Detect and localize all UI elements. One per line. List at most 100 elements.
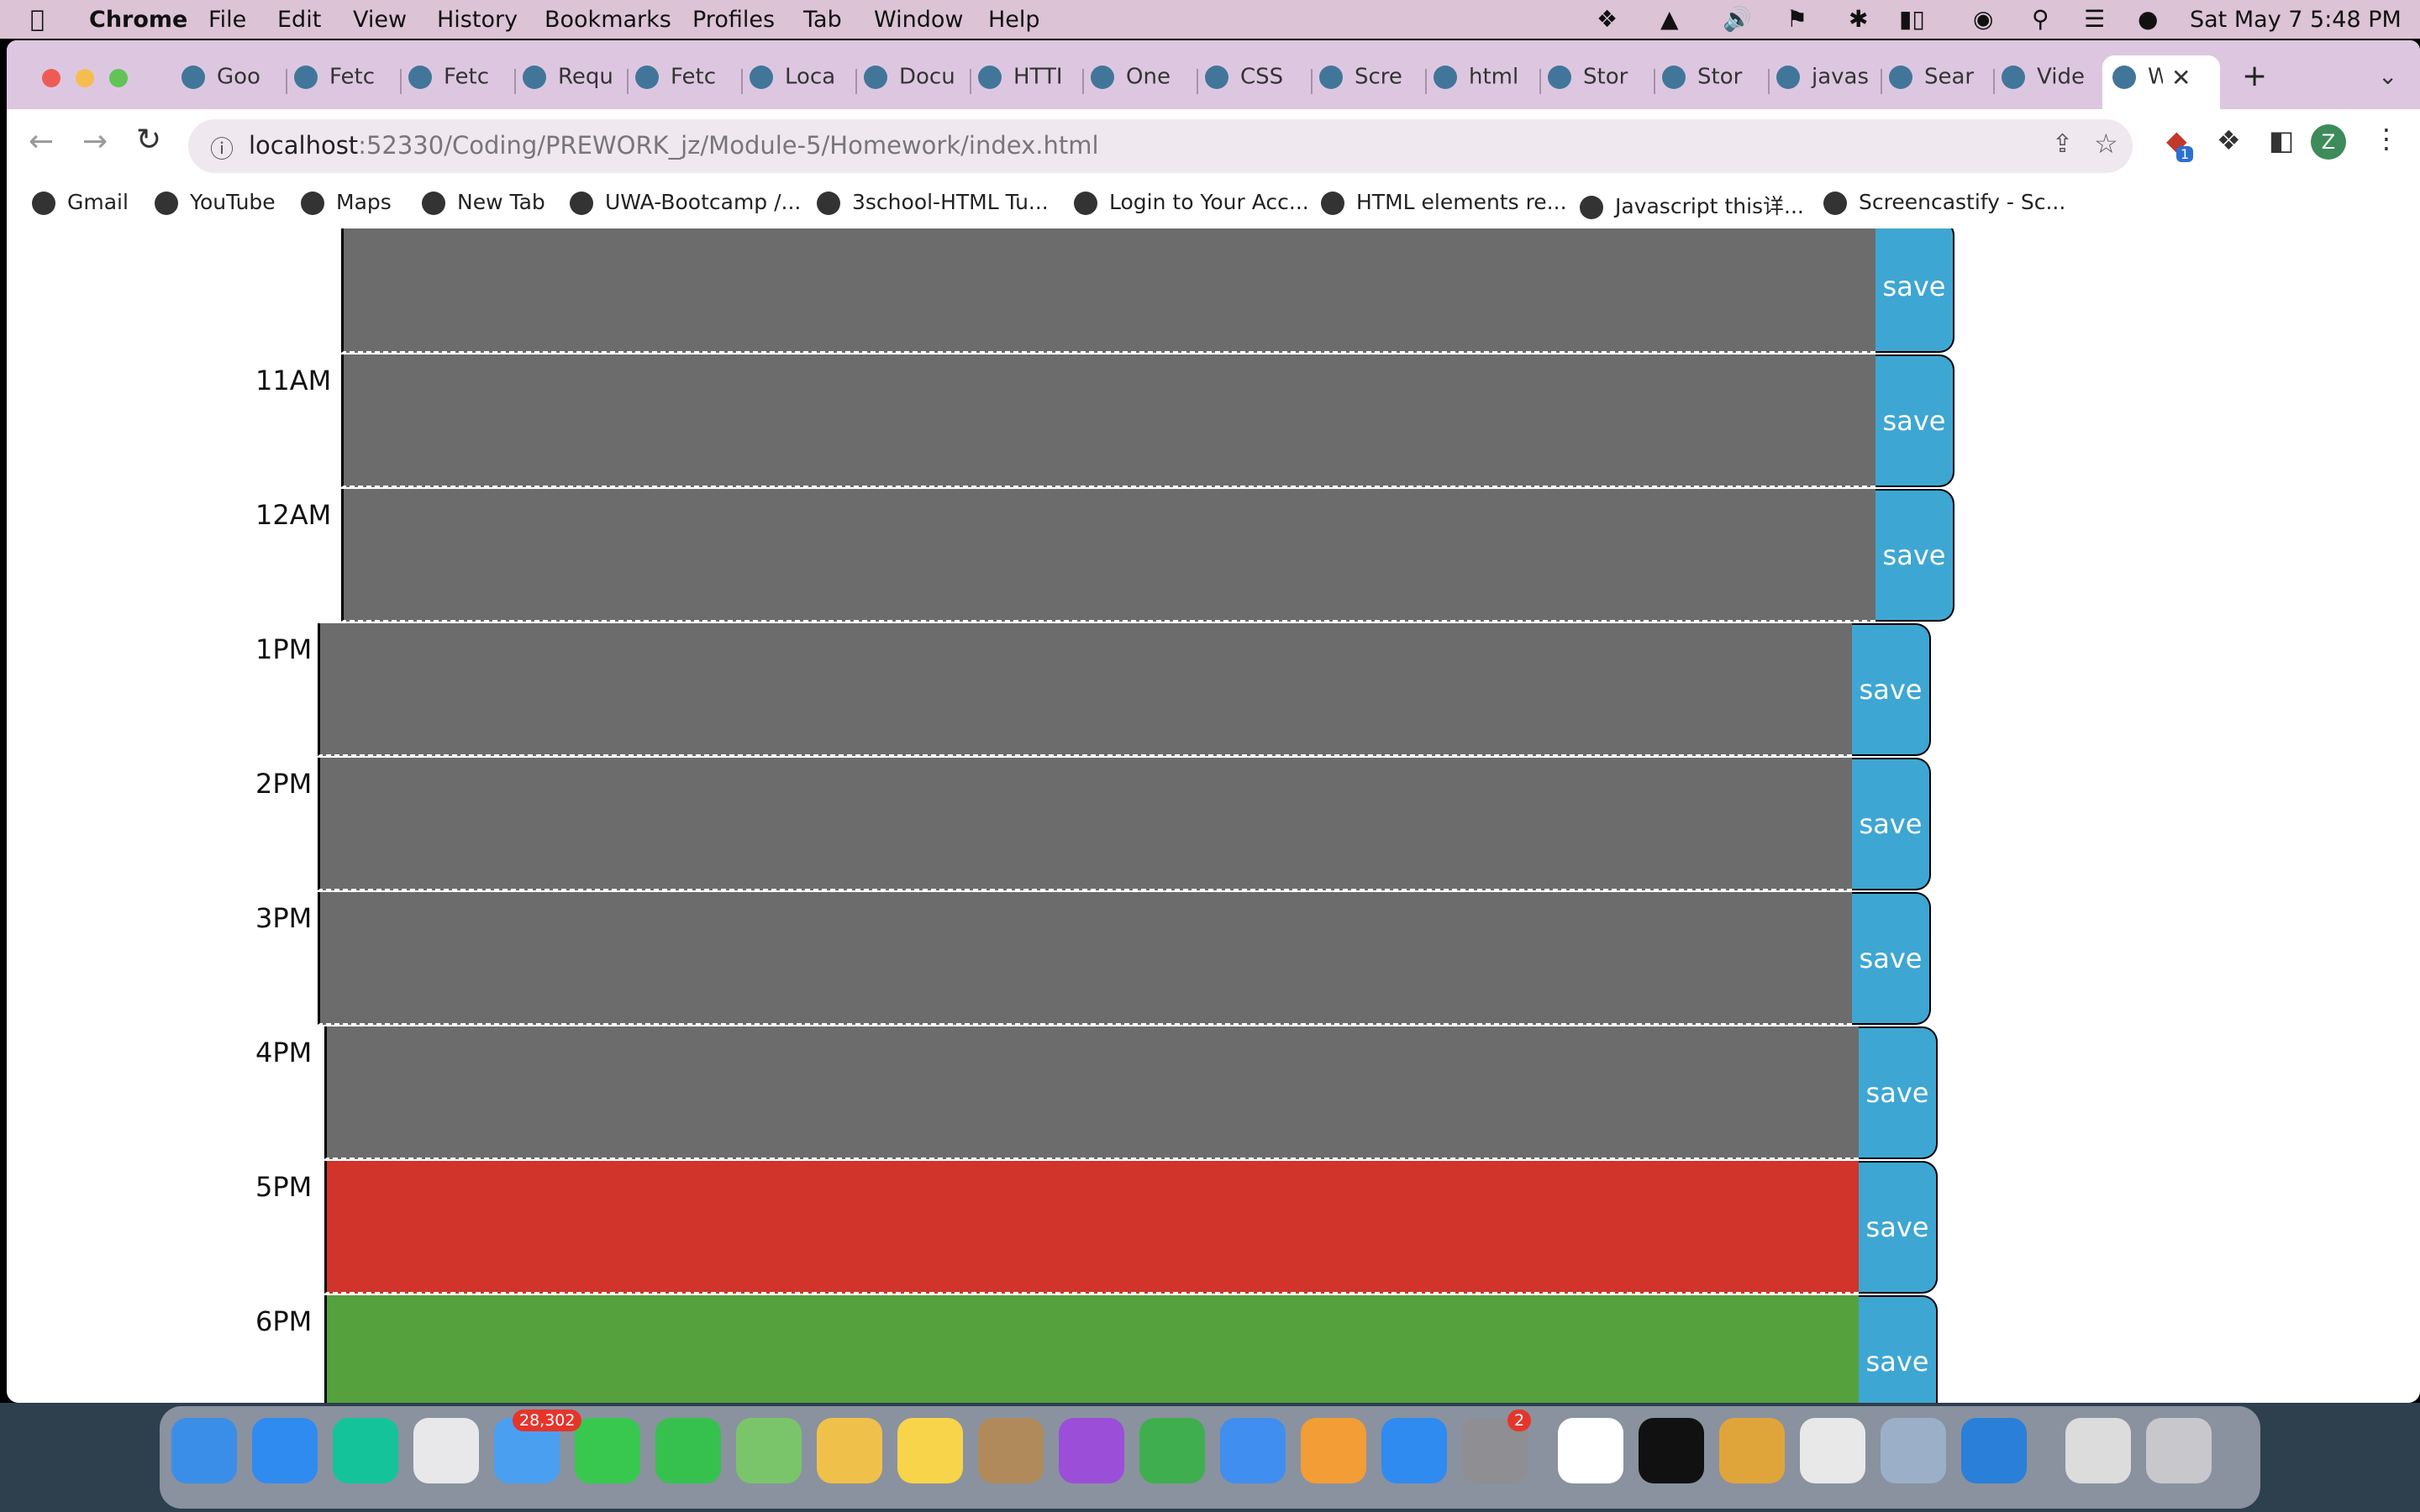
event-textarea[interactable] [341, 489, 1876, 622]
save-button[interactable]: save [1876, 354, 1954, 487]
tab-fetch-1[interactable]: Fetc [294, 64, 393, 97]
wifi-icon[interactable]: ◉ [1973, 5, 1994, 33]
event-textarea[interactable] [324, 1295, 1859, 1403]
input-flag-icon[interactable]: ⚑ [1786, 5, 1808, 33]
menu-history[interactable]: History [437, 7, 518, 33]
close-window-icon[interactable] [42, 69, 60, 87]
save-button[interactable]: save [1852, 892, 1931, 1025]
tab-google-0[interactable]: Goo [182, 64, 281, 97]
tab-fetch-4[interactable]: Fetc [635, 64, 734, 97]
new-tab-icon[interactable]: + [2242, 59, 2268, 93]
volume-icon[interactable]: 🔊 [1723, 5, 1752, 33]
minimize-window-icon[interactable] [76, 69, 94, 87]
tab-one-8[interactable]: One [1091, 64, 1190, 97]
save-button[interactable]: save [1859, 1026, 1938, 1159]
event-textarea[interactable] [318, 623, 1852, 756]
menu-bookmarks[interactable]: Bookmarks [544, 7, 671, 33]
site-info-icon[interactable]: ⓘ [210, 135, 234, 163]
save-button[interactable]: save [1852, 623, 1931, 756]
bookmark-star-icon[interactable]: ☆ [2094, 128, 2118, 160]
tab-wk-17[interactable]: W [2112, 64, 2163, 97]
zoom-window-icon[interactable] [109, 69, 128, 87]
tab-javascript-14[interactable]: javas [1776, 64, 1876, 97]
chrome-icon[interactable] [1800, 1418, 1865, 1483]
slack-icon[interactable] [1558, 1418, 1623, 1483]
finder-icon[interactable] [171, 1418, 237, 1483]
event-textarea[interactable] [318, 758, 1852, 890]
color-picker-icon[interactable] [1719, 1418, 1785, 1483]
share-icon[interactable]: ⇪ [2052, 129, 2074, 159]
bookmark-item-9[interactable]: Screencastify - Sc... [1823, 190, 2065, 215]
event-textarea[interactable] [341, 354, 1876, 487]
downloads-stack-icon[interactable] [2065, 1418, 2131, 1483]
tab-local-5[interactable]: Loca [750, 64, 849, 97]
tab-http-7[interactable]: HTTI [978, 64, 1077, 97]
bookmark-item-1[interactable]: YouTube [155, 190, 276, 215]
bluetooth-icon[interactable]: ✱ [1849, 5, 1869, 33]
vscode-icon[interactable] [1961, 1418, 2027, 1483]
control-center-icon[interactable]: ☰ [2084, 5, 2106, 33]
save-button[interactable]: save [1859, 1161, 1938, 1294]
save-button[interactable]: save [1876, 228, 1954, 353]
search-icon[interactable]: ⚲ [2032, 5, 2049, 33]
profile-avatar[interactable]: Z [2311, 124, 2346, 160]
menu-file[interactable]: File [208, 7, 247, 33]
podcasts-icon[interactable] [1059, 1418, 1124, 1483]
notification-icon[interactable]: ▲ [1660, 5, 1679, 33]
pages-icon[interactable] [1301, 1418, 1366, 1483]
bookmark-item-6[interactable]: Login to Your Acc... [1074, 190, 1309, 215]
event-textarea[interactable] [341, 228, 1876, 353]
photos-icon[interactable] [817, 1418, 882, 1483]
bookmark-item-0[interactable]: Gmail [32, 190, 129, 215]
facetime-icon[interactable] [655, 1418, 721, 1483]
maps-icon[interactable] [736, 1418, 802, 1483]
bookmark-item-8[interactable]: Javascript this详... [1580, 190, 1804, 220]
launchpad-icon[interactable] [413, 1418, 479, 1483]
menu-window[interactable]: Window [874, 7, 964, 33]
save-button[interactable]: save [1876, 489, 1954, 622]
bookmark-item-5[interactable]: 3school-HTML Tu... [817, 190, 1049, 215]
bookmark-item-3[interactable]: New Tab [422, 190, 545, 215]
siri-icon[interactable]: ● [2138, 5, 2159, 33]
menu-clock[interactable]: Sat May 7 5:48 PM [2190, 7, 2402, 33]
contacts-icon[interactable] [978, 1418, 1044, 1483]
tab-search-chevron-icon[interactable]: ⌄ [2378, 62, 2398, 90]
keynote-icon[interactable] [1220, 1418, 1286, 1483]
menu-app-name[interactable]: Chrome [89, 7, 188, 33]
event-textarea[interactable] [324, 1026, 1859, 1159]
battery-icon[interactable]: ▮▯ [1899, 5, 1925, 33]
tab-search-15[interactable]: Sear [1889, 64, 1988, 97]
back-arrow-icon[interactable]: ← [29, 124, 55, 159]
tab-video-16[interactable]: Vide [2002, 64, 2101, 97]
tab-css-9[interactable]: CSS [1205, 64, 1304, 97]
kebab-menu-icon[interactable]: ⋮ [2373, 123, 2400, 155]
reload-icon[interactable]: ↻ [136, 123, 162, 157]
tab-html-11[interactable]: html [1434, 64, 1533, 97]
dropbox-icon[interactable]: ❖ [1597, 5, 1618, 33]
menu-view[interactable]: View [353, 7, 408, 33]
side-panel-icon[interactable]: ◧ [2269, 124, 2295, 156]
tab-storage-12[interactable]: Stor [1548, 64, 1647, 97]
close-tab-icon[interactable]: ✕ [2171, 64, 2191, 92]
event-textarea[interactable] [324, 1161, 1859, 1294]
menu-edit[interactable]: Edit [277, 7, 322, 33]
bookmark-item-4[interactable]: UWA-Bootcamp /... [570, 190, 801, 215]
bookmark-item-2[interactable]: Maps [301, 190, 392, 215]
preview-icon[interactable] [1881, 1418, 1946, 1483]
notes-icon[interactable] [897, 1418, 963, 1483]
apple-logo-icon[interactable]:  [30, 5, 45, 33]
safari-icon[interactable] [252, 1418, 318, 1483]
menu-help[interactable]: Help [988, 7, 1040, 33]
grammarly-icon[interactable] [333, 1418, 398, 1483]
forward-arrow-icon[interactable]: → [82, 124, 108, 159]
app-store-icon[interactable] [1381, 1418, 1447, 1483]
tab-fetch-2[interactable]: Fetc [408, 64, 508, 97]
terminal-icon[interactable] [1639, 1418, 1704, 1483]
tab-screen-10[interactable]: Scre [1319, 64, 1418, 97]
tab-storage-13[interactable]: Stor [1662, 64, 1761, 97]
address-bar[interactable]: ⓘ localhost:52330/Coding/PREWORK_jz/Modu… [188, 119, 2133, 173]
bookmark-item-7[interactable]: HTML elements re... [1321, 190, 1567, 215]
menu-tab[interactable]: Tab [803, 7, 842, 33]
tab-request-3[interactable]: Requ [523, 64, 622, 97]
numbers-icon[interactable] [1139, 1418, 1205, 1483]
